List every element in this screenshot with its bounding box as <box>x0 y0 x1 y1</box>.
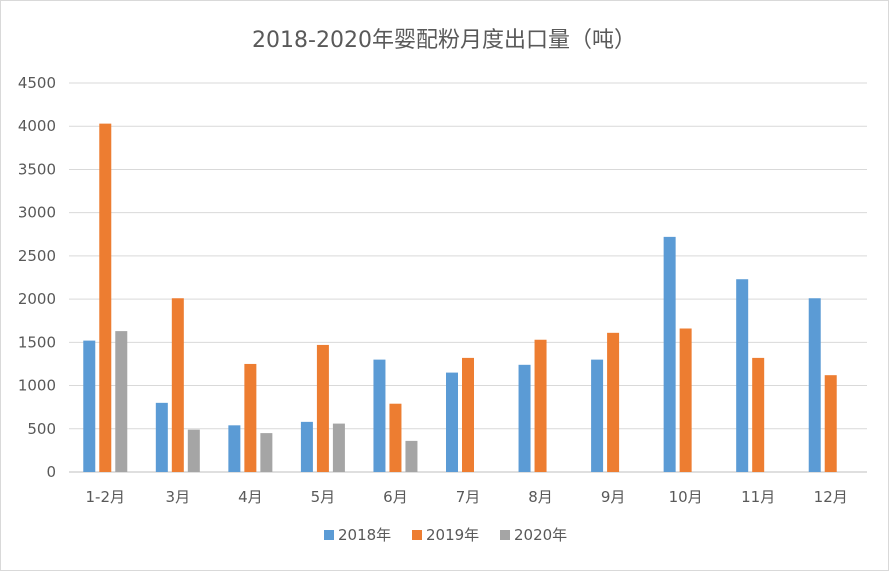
bar-2020年-3月 <box>187 429 200 472</box>
bar-2019年-4月 <box>244 363 257 472</box>
y-tick-label: 2500 <box>18 247 56 265</box>
x-tick-label: 8月 <box>528 488 553 506</box>
bar-2020年-1-2月 <box>115 331 128 472</box>
bar-2018年-9月 <box>591 359 604 472</box>
bar-2018年-3月 <box>155 402 168 472</box>
y-axis-ticks: 0 500 1000 1500 2000 2500 3000 3500 4000 4500 <box>18 74 56 481</box>
bar-2019年-3月 <box>171 298 184 472</box>
legend-label: 2020年 <box>514 526 567 544</box>
legend-label: 2018年 <box>338 526 391 544</box>
x-tick-label: 4月 <box>238 488 263 506</box>
x-tick-label: 7月 <box>456 488 481 506</box>
bar-2019年-11月 <box>752 357 765 472</box>
legend: 2018年 2019年 2020年 <box>324 526 567 544</box>
bar-2019年-12月 <box>824 375 837 472</box>
x-tick-label: 6月 <box>383 488 408 506</box>
bar-2018年-4月 <box>228 425 241 472</box>
legend-swatch <box>324 530 334 540</box>
bars <box>83 123 837 472</box>
bar-2019年-5月 <box>316 344 329 472</box>
chart-title: 2018-2020年婴配粉月度出口量（吨） <box>252 28 636 53</box>
bar-2018年-8月 <box>518 364 531 472</box>
bar-2018年-1-2月 <box>83 340 96 472</box>
y-tick-label: 4500 <box>18 74 56 92</box>
bar-2020年-4月 <box>260 433 273 472</box>
x-axis-ticks: 1-2月 3月 4月 5月 6月 7月 8月 9月 10月 11月 12月 <box>86 488 848 506</box>
y-tick-label: 0 <box>46 463 56 481</box>
x-tick-label: 12月 <box>814 488 848 506</box>
x-tick-label: 5月 <box>311 488 336 506</box>
gridlines <box>69 82 867 473</box>
bar-2018年-11月 <box>736 279 749 472</box>
bar-2018年-12月 <box>808 298 821 472</box>
x-tick-label: 1-2月 <box>86 488 126 506</box>
bar-2018年-6月 <box>373 359 386 472</box>
bar-2019年-7月 <box>462 357 474 472</box>
x-tick-label: 11月 <box>741 488 775 506</box>
bar-2019年-1-2月 <box>99 123 112 472</box>
bar-2020年-5月 <box>332 423 345 472</box>
bar-2020年-6月 <box>405 440 418 472</box>
bar-2018年-7月 <box>446 372 458 472</box>
bar-2018年-10月 <box>663 236 676 472</box>
y-tick-label: 1000 <box>18 377 56 395</box>
y-tick-label: 1500 <box>18 333 56 351</box>
legend-label: 2019年 <box>426 526 479 544</box>
x-tick-label: 9月 <box>601 488 626 506</box>
y-tick-label: 2000 <box>18 290 56 308</box>
bar-2018年-5月 <box>300 421 313 472</box>
bar-2019年-6月 <box>389 403 402 472</box>
bar-2019年-10月 <box>679 328 692 472</box>
y-tick-label: 4000 <box>18 117 56 135</box>
legend-swatch <box>500 530 510 540</box>
y-tick-label: 3000 <box>18 204 56 222</box>
y-tick-label: 3500 <box>18 160 56 178</box>
y-tick-label: 500 <box>27 420 56 438</box>
bar-2019年-9月 <box>607 332 620 472</box>
x-tick-label: 10月 <box>669 488 703 506</box>
bar-2019年-8月 <box>534 339 547 472</box>
legend-swatch <box>412 530 422 540</box>
x-tick-label: 3月 <box>166 488 191 506</box>
